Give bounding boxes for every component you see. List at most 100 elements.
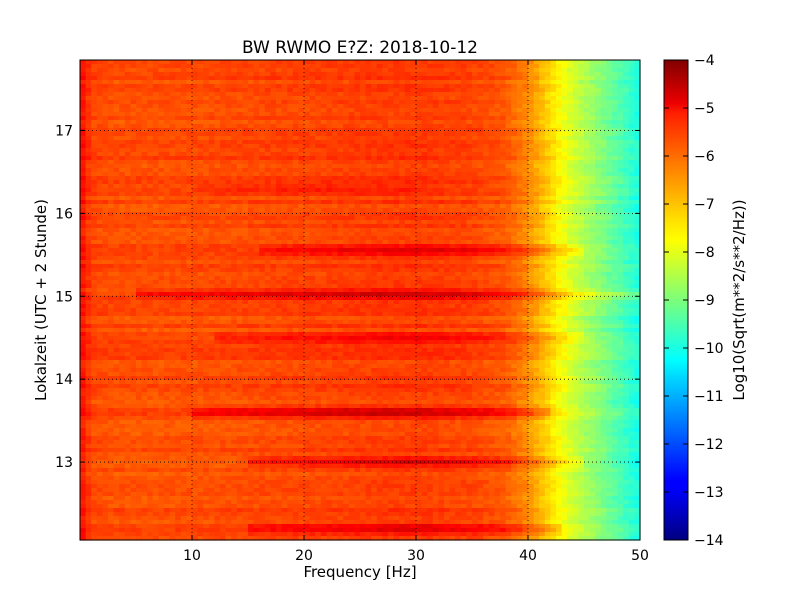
heatmap-cell: [360, 212, 367, 217]
heatmap-cell: [343, 108, 350, 113]
heatmap-cell: [533, 112, 540, 117]
heatmap-cell: [477, 216, 484, 221]
heatmap-cell: [388, 192, 395, 197]
heatmap-cell: [236, 144, 243, 149]
heatmap-cell: [505, 64, 512, 69]
heatmap-cell: [192, 240, 199, 245]
heatmap-cell: [483, 88, 490, 93]
heatmap-cell: [214, 224, 221, 229]
heatmap-cell: [113, 224, 120, 229]
heatmap-cell: [455, 256, 462, 261]
heatmap-cell: [208, 80, 215, 85]
heatmap-cell: [606, 192, 613, 197]
heatmap-cell: [388, 212, 395, 217]
heatmap-cell: [186, 224, 193, 229]
heatmap-cell: [264, 84, 271, 89]
heatmap-cell: [578, 248, 585, 253]
heatmap-cell: [522, 156, 529, 161]
heatmap-cell: [158, 152, 165, 157]
heatmap-cell: [130, 172, 137, 177]
heatmap-cell: [276, 176, 283, 181]
heatmap-cell: [365, 168, 372, 173]
heatmap-cell: [169, 176, 176, 181]
heatmap-cell: [332, 244, 339, 249]
heatmap-cell: [152, 100, 159, 105]
heatmap-cell: [455, 60, 462, 65]
heatmap-cell: [292, 208, 299, 213]
heatmap-cell: [382, 132, 389, 137]
heatmap-cell: [214, 152, 221, 157]
heatmap-cell: [410, 220, 417, 225]
heatmap-cell: [539, 184, 546, 189]
heatmap-cell: [550, 232, 557, 237]
heatmap-cell: [102, 80, 109, 85]
heatmap-cell: [337, 72, 344, 77]
heatmap-cell: [276, 140, 283, 145]
heatmap-cell: [276, 208, 283, 213]
heatmap-cell: [348, 196, 355, 201]
heatmap-cell: [388, 164, 395, 169]
heatmap-cell: [606, 228, 613, 233]
heatmap-cell: [354, 64, 361, 69]
heatmap-cell: [365, 240, 372, 245]
heatmap-cell: [539, 256, 546, 261]
heatmap-cell: [91, 224, 98, 229]
heatmap-cell: [528, 68, 535, 73]
heatmap-cell: [572, 240, 579, 245]
heatmap-cell: [192, 192, 199, 197]
heatmap-cell: [410, 184, 417, 189]
heatmap-cell: [136, 172, 143, 177]
heatmap-cell: [220, 80, 227, 85]
heatmap-cell: [348, 100, 355, 105]
heatmap-cell: [253, 152, 260, 157]
heatmap-cell: [242, 216, 249, 221]
heatmap-cell: [91, 168, 98, 173]
heatmap-cell: [460, 180, 467, 185]
heatmap-cell: [472, 188, 479, 193]
heatmap-cell: [567, 148, 574, 153]
heatmap-cell: [164, 168, 171, 173]
heatmap-cell: [96, 228, 103, 233]
heatmap-cell: [505, 104, 512, 109]
heatmap-cell: [292, 116, 299, 121]
heatmap-cell: [550, 76, 557, 81]
heatmap-cell: [236, 136, 243, 141]
heatmap-cell: [371, 84, 378, 89]
heatmap-cell: [248, 88, 255, 93]
heatmap-cell: [158, 108, 165, 113]
heatmap-cell: [556, 184, 563, 189]
heatmap-cell: [365, 60, 372, 65]
heatmap-cell: [343, 244, 350, 249]
heatmap-cell: [634, 180, 641, 185]
heatmap-cell: [248, 140, 255, 145]
heatmap-cell: [432, 232, 439, 237]
heatmap-cell: [242, 192, 249, 197]
heatmap-cell: [416, 120, 423, 125]
heatmap-cell: [438, 256, 445, 261]
heatmap-cell: [136, 132, 143, 137]
heatmap-cell: [113, 248, 120, 253]
heatmap-cell: [516, 200, 523, 205]
heatmap-cell: [449, 188, 456, 193]
heatmap-cell: [113, 132, 120, 137]
heatmap-cell: [404, 176, 411, 181]
heatmap-cell: [180, 68, 187, 73]
heatmap-cell: [108, 64, 115, 69]
heatmap-cell: [169, 112, 176, 117]
heatmap-cell: [360, 84, 367, 89]
heatmap-cell: [556, 148, 563, 153]
heatmap-cell: [511, 108, 518, 113]
heatmap-cell: [270, 252, 277, 257]
heatmap-cell: [578, 188, 585, 193]
heatmap-cell: [225, 144, 232, 149]
heatmap-cell: [634, 72, 641, 77]
heatmap-cell: [556, 100, 563, 105]
heatmap-cell: [556, 64, 563, 69]
heatmap-cell: [578, 140, 585, 145]
heatmap-cell: [572, 80, 579, 85]
heatmap-cell: [354, 212, 361, 217]
heatmap-cell: [208, 160, 215, 165]
heatmap-cell: [242, 220, 249, 225]
heatmap-cell: [612, 136, 619, 141]
heatmap-cell: [544, 148, 551, 153]
